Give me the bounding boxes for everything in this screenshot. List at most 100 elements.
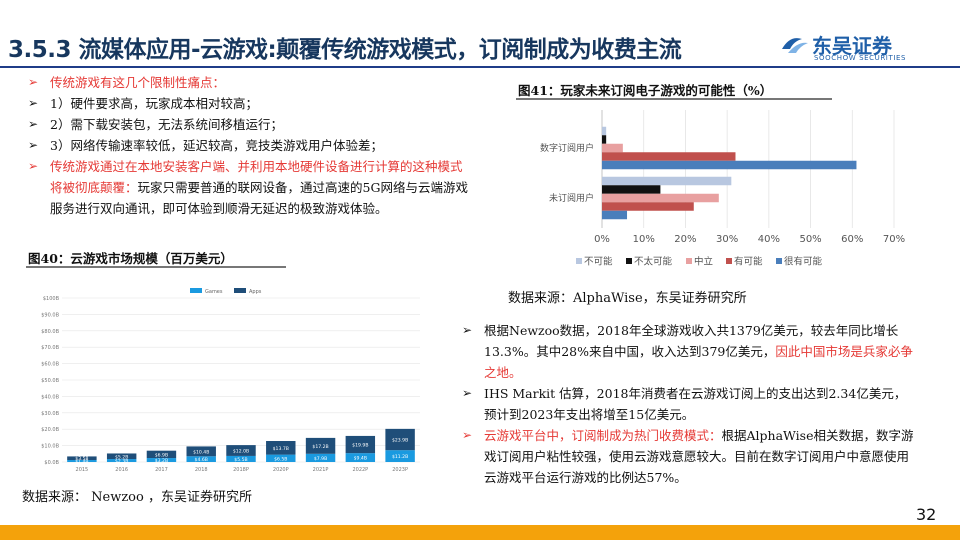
figure-41-rule — [516, 98, 832, 100]
x-tick-label: 20% — [674, 234, 696, 245]
bullet-text: 根据AlphaWise相关数据，数字游戏订阅用户粘性较强，使用云游戏意愿较大。目… — [484, 428, 914, 485]
arrow-bullet-icon: ➢ — [462, 323, 473, 337]
legend-swatch — [234, 288, 246, 293]
bar — [602, 160, 857, 170]
x-tick-label: 2021P — [313, 467, 329, 473]
x-tick-label: 0% — [594, 234, 610, 245]
list-item: ➢ 3）网络传输速率较低，延迟较高，竞技类游戏用户体验差； — [24, 135, 474, 156]
figure-41-title: 图41：玩家未来订阅电子游戏的可能性（%） — [518, 83, 773, 98]
bullet-text-highlight: 传统游戏通过在本地安装客户端、并利用本地硬件设备进行计算的这种模式将被彻底颠覆： — [50, 159, 463, 195]
arrow-bullet-icon: ➢ — [462, 428, 473, 442]
y-tick-label: $70.0B — [41, 345, 59, 351]
list-item: ➢ 1）硬件要求高，玩家成本相对较高； — [24, 93, 474, 114]
bar-segment — [106, 453, 137, 460]
x-tick-label: 30% — [716, 234, 738, 245]
data-label: $5.2B — [115, 454, 128, 460]
arrow-bullet-icon: ➢ — [28, 159, 39, 173]
bar — [602, 126, 607, 136]
data-label: $19.9B — [352, 443, 368, 449]
y-category-label: 数字订阅用户 — [540, 142, 594, 154]
bar-segment — [226, 445, 256, 456]
x-tick-label: 2018 — [195, 467, 208, 473]
data-label: $17.2B — [312, 444, 328, 450]
bottom-band — [0, 525, 960, 540]
bar-segment — [345, 453, 376, 462]
page-number: 32 — [916, 505, 937, 524]
right-bullet-list: ➢ 根据Newzoo数据，2018年全球游戏收入共1379亿美元，较去年同比增长1… — [458, 320, 918, 488]
logo-name: 东吴证券 — [812, 34, 892, 58]
legend-swatch — [686, 258, 692, 264]
bar-segment — [186, 446, 216, 457]
data-label: $9.4B — [354, 456, 367, 462]
legend-swatch — [626, 258, 632, 264]
bar-segment — [146, 458, 177, 462]
x-tick-label: 50% — [799, 234, 821, 245]
bar — [602, 202, 694, 211]
page-title: 3.5.3 流媒体应用-云游戏:颠覆传统游戏模式，订阅制成为收费主流 — [8, 37, 682, 63]
x-tick-label: 2022P — [352, 467, 368, 473]
x-tick-label: 70% — [883, 234, 905, 245]
bullet-text: 1）硬件要求高，玩家成本相对较高； — [50, 96, 258, 111]
list-item: ➢ 云游戏平台中，订阅制成为热门收费模式：根据AlphaWise相关数据，数字游戏… — [458, 425, 918, 488]
data-label: $10.4B — [193, 449, 209, 455]
legend-label: 中立 — [694, 256, 713, 268]
y-tick-label: $20.0B — [41, 427, 59, 433]
bar-segment — [186, 456, 216, 462]
bar — [602, 176, 732, 186]
x-tick-label: 10% — [633, 234, 655, 245]
x-tick-label: 2017 — [155, 467, 168, 473]
bullet-text: IHS Markit 估算，2018年消费者在云游戏订阅上的支出达到2.34亿美… — [484, 386, 907, 422]
bar-segment — [67, 460, 97, 462]
legend-label: Games — [205, 289, 223, 295]
bar-segment — [266, 454, 296, 462]
legend-swatch — [576, 258, 582, 264]
bullet-text-highlight: 因此中国市场是兵家必争之地。 — [484, 344, 913, 380]
y-category-label: 未订阅用户 — [549, 192, 594, 204]
y-tick-label: $10.0B — [41, 444, 59, 450]
bullet-text: 玩家只需要普通的联网设备，通过高速的5G网络与云端游戏服务进行双向通讯，即可体验… — [50, 180, 468, 216]
title-bar: 3.5.3 流媒体应用-云游戏:颠覆传统游戏模式，订阅制成为收费主流 东吴证券 … — [0, 0, 960, 68]
figure-40-rule — [26, 266, 286, 268]
bullet-text: 根据Newzoo数据，2018年全球游戏收入共1379亿美元，较去年同比增长13… — [484, 323, 899, 359]
arrow-bullet-icon: ➢ — [28, 117, 39, 131]
arrow-bullet-icon: ➢ — [28, 96, 39, 110]
legend-swatch — [190, 288, 202, 293]
data-label: $23.9B — [392, 438, 408, 444]
bullet-text-highlight: 云游戏平台中，订阅制成为热门收费模式： — [484, 428, 722, 443]
data-label: $12.0B — [233, 449, 249, 455]
list-item: ➢ 根据Newzoo数据，2018年全球游戏收入共1379亿美元，较去年同比增长1… — [458, 320, 918, 383]
legend-swatch — [726, 258, 732, 264]
bar-segment — [146, 450, 177, 459]
figure-40-title: 图40：云游戏市场规模（百万美元） — [28, 251, 233, 266]
bar-segment — [67, 456, 97, 461]
bar — [602, 193, 719, 203]
arrow-bullet-icon: ➢ — [28, 138, 39, 152]
data-label: $2.3B — [115, 459, 128, 465]
y-tick-label: $80.0B — [41, 329, 59, 335]
y-tick-label: $30.0B — [41, 411, 59, 417]
data-label: $13.7B — [273, 446, 289, 452]
legend-label: 有可能 — [734, 256, 763, 268]
data-label: $5.5B — [234, 457, 247, 463]
bullet-text: 传统游戏有这几个限制性痛点： — [50, 75, 226, 90]
bar — [602, 185, 661, 194]
data-label: $6.9B — [155, 452, 168, 458]
list-item: ➢ 2）需下载安装包，无法系统间移植运行； — [24, 114, 474, 135]
data-label: $3.58 — [75, 456, 88, 462]
data-label: $6.5B — [274, 456, 287, 462]
x-tick-label: 40% — [758, 234, 780, 245]
arrow-bullet-icon: ➢ — [462, 386, 473, 400]
bar-segment — [385, 450, 415, 462]
data-label: $11.2B — [392, 454, 408, 460]
bar — [602, 152, 736, 161]
bar-segment — [305, 437, 336, 454]
bar — [602, 143, 623, 153]
legend-label: 很有可能 — [784, 256, 823, 268]
bullet-text: 3）网络传输速率较低，延迟较高，竞技类游戏用户体验差； — [50, 138, 383, 153]
x-tick-label: 2016 — [115, 467, 128, 473]
bar-segment — [226, 455, 256, 462]
figure-40-source: 数据来源： Newzoo ，东吴证券研究所 — [22, 490, 252, 505]
bar — [602, 135, 607, 144]
y-tick-label: $60.0B — [41, 362, 59, 368]
title-rule — [0, 66, 960, 68]
